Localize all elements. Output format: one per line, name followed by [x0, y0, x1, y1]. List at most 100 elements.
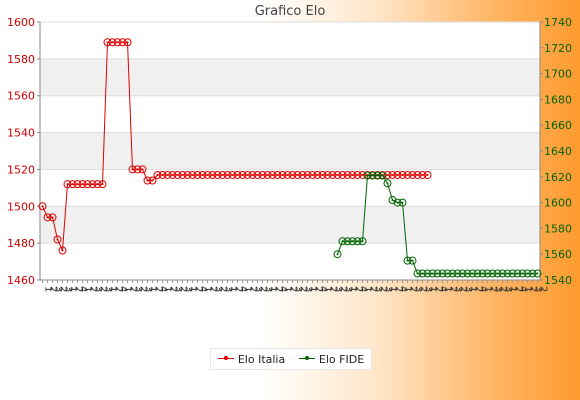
- y-right-tick-label: 1700: [544, 68, 572, 81]
- x-tick-label: 2: [473, 286, 484, 292]
- data-point-center-elo-italia: [91, 183, 94, 186]
- data-point-center-elo-italia: [331, 173, 334, 176]
- data-point-elo-italia: [383, 170, 392, 179]
- x-tick-label: 2: [418, 286, 429, 292]
- data-point-elo-italia: [388, 170, 397, 179]
- data-point-center-elo-italia: [121, 41, 124, 44]
- data-point-center-elo-fide: [371, 174, 374, 177]
- x-tick-label: 1: [243, 286, 254, 292]
- y-right-tick-label: 1600: [544, 197, 572, 210]
- data-point-elo-italia: [308, 170, 317, 179]
- x-tick-label: 4: [518, 286, 529, 292]
- x-tick-label: 1: [388, 286, 399, 292]
- x-tick-label: 3: [263, 286, 274, 292]
- data-point-elo-fide: [468, 269, 477, 278]
- x-tick-label: 2: [433, 286, 444, 292]
- data-point-elo-fide: [408, 256, 417, 265]
- chart-legend: Elo Italia Elo FIDE: [210, 348, 372, 370]
- x-tick-label: 3: [53, 286, 64, 292]
- data-point-center-elo-italia: [391, 173, 394, 176]
- data-point-elo-fide: [418, 269, 427, 278]
- data-point-elo-italia: [73, 180, 82, 189]
- x-tick-label: 3: [173, 286, 184, 292]
- data-point-elo-italia: [303, 170, 312, 179]
- data-point-center-elo-fide: [491, 272, 494, 275]
- data-point-elo-italia: [43, 213, 52, 222]
- x-tick-label: 2: [138, 286, 149, 292]
- data-point-elo-italia: [318, 170, 327, 179]
- data-point-elo-italia: [178, 170, 187, 179]
- grid-band: [40, 58, 540, 96]
- data-point-center-elo-italia: [216, 173, 219, 176]
- data-point-elo-fide: [433, 269, 442, 278]
- x-tick-label: 2: [273, 286, 284, 292]
- x-tick-label: 2: [178, 286, 189, 292]
- data-point-elo-italia: [393, 170, 402, 179]
- data-point-elo-italia: [53, 235, 62, 244]
- data-point-center-elo-fide: [366, 174, 369, 177]
- data-point-center-elo-italia: [406, 173, 409, 176]
- data-point-elo-italia: [398, 170, 407, 179]
- data-point-center-elo-fide: [431, 272, 434, 275]
- data-point-center-elo-italia: [181, 173, 184, 176]
- data-point-elo-italia: [268, 170, 277, 179]
- data-point-elo-italia: [423, 170, 432, 179]
- data-point-center-elo-italia: [311, 173, 314, 176]
- x-tick-label: 1: [508, 286, 519, 292]
- data-point-elo-fide: [528, 269, 537, 278]
- x-tick-label: 3: [333, 286, 344, 292]
- x-tick-label: 4: [238, 286, 249, 292]
- data-point-center-elo-italia: [421, 173, 424, 176]
- x-tick-label: 1: [43, 286, 54, 292]
- data-point-elo-italia: [88, 180, 97, 189]
- x-tick-label: 1: [68, 286, 79, 292]
- data-point-elo-italia: [293, 170, 302, 179]
- x-tick-label: 2: [353, 286, 364, 292]
- x-tick-label: 1: [83, 286, 94, 292]
- data-point-elo-fide: [508, 269, 517, 278]
- x-tick-label: 4: [398, 286, 409, 292]
- data-point-center-elo-italia: [111, 41, 114, 44]
- x-tick-label: 3: [383, 286, 394, 292]
- data-point-center-elo-italia: [256, 173, 259, 176]
- data-point-elo-fide: [473, 269, 482, 278]
- data-point-elo-italia: [323, 170, 332, 179]
- data-point-center-elo-fide: [461, 272, 464, 275]
- data-point-elo-fide: [353, 237, 362, 246]
- data-point-center-elo-italia: [186, 173, 189, 176]
- data-point-elo-italia: [143, 176, 152, 185]
- x-tick-label: 3: [293, 286, 304, 292]
- legend-label-elo-fide: Elo FIDE: [318, 352, 365, 366]
- y-right-tick-label: 1580: [544, 222, 572, 235]
- y-left-tick-label: 1580: [7, 53, 35, 66]
- legend-item-elo-fide: Elo FIDE: [298, 352, 365, 366]
- data-point-center-elo-italia: [306, 173, 309, 176]
- x-tick-label: 2: [288, 286, 299, 292]
- data-point-elo-italia: [338, 170, 347, 179]
- data-point-elo-italia: [248, 170, 257, 179]
- data-point-elo-fide: [493, 269, 502, 278]
- data-point-elo-fide: [453, 269, 462, 278]
- x-tick-label: 1: [203, 286, 214, 292]
- data-point-elo-italia: [353, 170, 362, 179]
- x-tick-label: 1: [283, 286, 294, 292]
- data-point-elo-italia: [188, 170, 197, 179]
- data-point-center-elo-italia: [46, 216, 49, 219]
- data-point-elo-italia: [153, 170, 162, 179]
- data-point-center-elo-fide: [416, 272, 419, 275]
- data-point-center-elo-italia: [301, 173, 304, 176]
- x-tick-label: 4: [118, 286, 129, 292]
- data-point-center-elo-italia: [386, 173, 389, 176]
- data-point-center-elo-italia: [81, 183, 84, 186]
- x-tick-label: 3: [133, 286, 144, 292]
- x-tick-label: 2: [248, 286, 259, 292]
- data-point-center-elo-italia: [221, 173, 224, 176]
- data-point-elo-italia: [203, 170, 212, 179]
- data-point-center-elo-italia: [266, 173, 269, 176]
- data-point-elo-italia: [103, 38, 112, 47]
- data-point-elo-italia: [198, 170, 207, 179]
- x-tick-label: 3: [453, 286, 464, 292]
- data-point-center-elo-italia: [211, 173, 214, 176]
- x-tick-label: 1: [123, 286, 134, 292]
- data-point-center-elo-italia: [146, 179, 149, 182]
